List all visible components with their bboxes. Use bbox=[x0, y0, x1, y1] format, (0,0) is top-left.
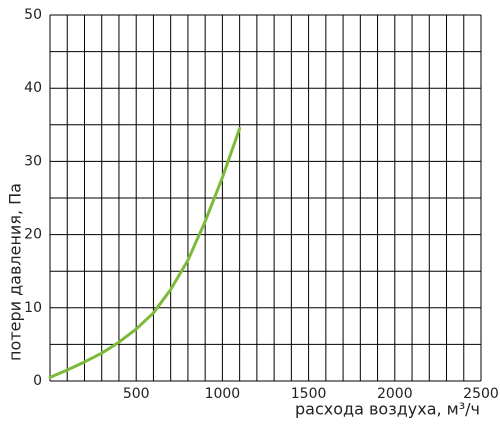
x-axis-label: расхода воздуха, м³/ч bbox=[295, 400, 480, 419]
y-axis-label: потери давления, Па bbox=[6, 183, 25, 361]
y-tick-label: 20 bbox=[24, 227, 42, 243]
y-tick-label: 40 bbox=[24, 80, 42, 96]
x-tick-label: 2500 bbox=[463, 386, 499, 402]
x-tick-label: 1000 bbox=[205, 386, 241, 402]
x-tick-label: 500 bbox=[123, 386, 150, 402]
y-tick-label: 50 bbox=[24, 7, 42, 23]
x-tick-label: 1500 bbox=[291, 386, 327, 402]
y-tick-label: 0 bbox=[33, 373, 42, 389]
x-tick-label: 2000 bbox=[377, 386, 413, 402]
line bbox=[48, 126, 242, 379]
y-tick-label: 10 bbox=[24, 300, 42, 316]
y-tick-label: 30 bbox=[24, 153, 42, 169]
